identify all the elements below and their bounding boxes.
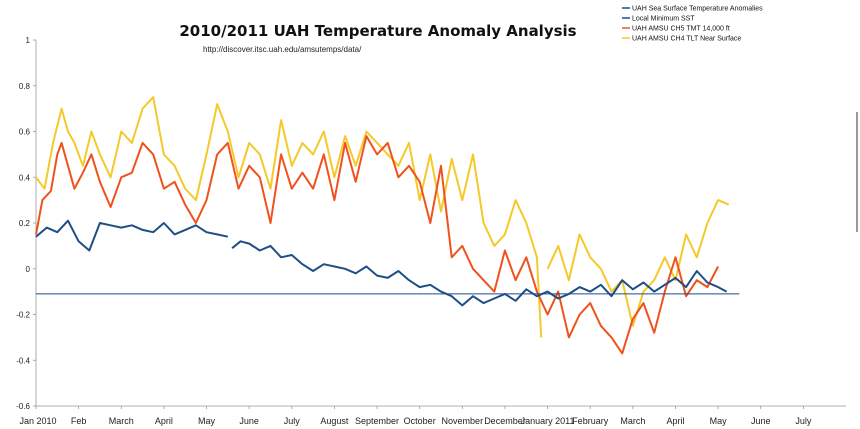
series-line-0	[35, 219, 728, 307]
y-tick-label: 0.4	[19, 173, 31, 182]
x-tick-label: April	[666, 416, 684, 426]
x-tick-label: October	[404, 416, 436, 426]
legend-label: Local Minimum SST	[632, 16, 695, 23]
y-ticks: 1 0.8 0.6 0.4 0.2 0 -0.2 -0.4 -0.6	[16, 36, 36, 411]
x-tick-label: June	[239, 416, 259, 426]
chart-subtitle: http://discover.itsc.uah.edu/amsutemps/d…	[203, 45, 362, 54]
y-tick-label: 0.8	[19, 82, 31, 91]
x-tick-label: April	[155, 416, 173, 426]
y-tick-label: -0.4	[16, 356, 30, 365]
x-ticks: Jan 2010 Feb March April May June July August Se…	[19, 406, 812, 426]
x-tick-label: May	[710, 416, 728, 426]
series-line-3	[35, 96, 730, 338]
y-tick-label: -0.2	[16, 311, 30, 320]
legend-label: UAH AMSU CH5 TMT 14,000 ft	[632, 26, 730, 33]
x-tick-label: Jan 2010	[19, 416, 56, 426]
y-tick-label: 1	[26, 36, 31, 45]
legend: UAH Sea Surface Temperature Anomalies Loc…	[622, 6, 763, 43]
y-tick-label: 0	[26, 265, 31, 274]
x-tick-label: June	[751, 416, 771, 426]
x-tick-label: March	[109, 416, 134, 426]
x-tick-label: November	[442, 416, 484, 426]
x-tick-label: July	[795, 416, 812, 426]
x-tick-label: January 2011	[521, 416, 575, 426]
y-tick-label: 0.2	[19, 219, 31, 228]
x-tick-label: February	[572, 416, 609, 426]
x-tick-label: May	[198, 416, 216, 426]
x-tick-label: December	[484, 416, 526, 426]
x-tick-label: July	[284, 416, 301, 426]
x-tick-label: Feb	[71, 416, 87, 426]
x-tick-label: September	[355, 416, 399, 426]
y-tick-label: 0.6	[19, 128, 31, 137]
chart-title: 2010/2011 UAH Temperature Anomaly Analys…	[179, 22, 576, 40]
series-group	[35, 96, 740, 355]
x-tick-label: August	[320, 416, 349, 426]
legend-label: UAH Sea Surface Temperature Anomalies	[632, 6, 763, 13]
series-line-2	[35, 135, 719, 355]
x-tick-label: March	[620, 416, 645, 426]
legend-label: UAH AMSU CH4 TLT Near Surface	[632, 36, 741, 43]
y-tick-label: -0.6	[16, 402, 30, 411]
